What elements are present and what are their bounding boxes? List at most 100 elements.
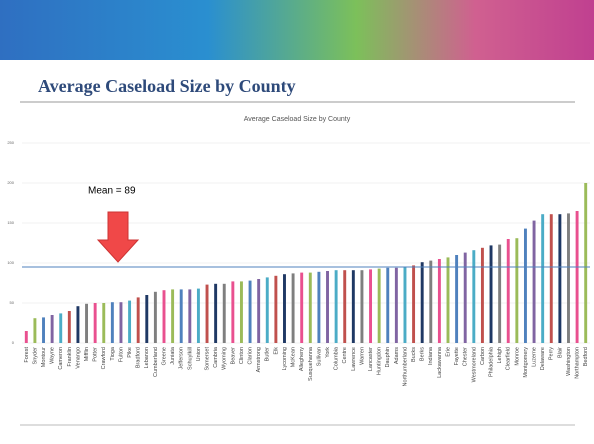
x-tick-label: Greene <box>161 347 167 365</box>
bar <box>360 270 364 343</box>
x-tick-label: Tioga <box>110 346 116 360</box>
bar <box>42 317 45 343</box>
x-tick-label: Clearfield <box>506 347 512 370</box>
x-tick-label: Cumberland <box>153 347 159 377</box>
x-tick-label: York <box>325 347 331 358</box>
bar <box>85 303 89 343</box>
bar <box>394 267 398 343</box>
x-tick-label: Carbon <box>480 347 486 365</box>
bar <box>171 289 175 343</box>
bar <box>369 269 373 343</box>
bar <box>291 273 295 343</box>
bar <box>248 280 252 343</box>
bar <box>549 214 553 343</box>
x-tick-label: Washington <box>566 347 572 376</box>
x-tick-label: Lycoming <box>282 347 288 370</box>
bar <box>351 270 355 343</box>
x-tick-label: Bedford <box>583 347 589 366</box>
x-tick-label: Monroe <box>514 347 520 366</box>
bar <box>283 274 286 343</box>
bar <box>205 284 209 343</box>
bar <box>179 289 183 343</box>
x-tick-label: Huntingdon <box>377 347 383 375</box>
x-tick-label: Potter <box>93 347 99 362</box>
x-tick-label: Berks <box>420 347 426 361</box>
bar <box>257 279 261 343</box>
x-tick-label: Dauphin <box>385 347 391 368</box>
x-tick-label: Elk <box>273 347 279 355</box>
x-tick-label: Adams <box>394 347 400 364</box>
y-tick-label: 50 <box>10 300 15 305</box>
x-tick-label: Centre <box>342 347 348 364</box>
x-tick-label: Bucks <box>411 347 417 362</box>
chart-title: Average Caseload Size by County <box>244 116 351 123</box>
x-tick-label: Perry <box>549 347 555 360</box>
bar <box>437 259 441 343</box>
x-tick-label: Erie <box>445 347 451 357</box>
y-tick-label: 0 <box>12 340 15 345</box>
x-tick-label: Warren <box>359 347 365 365</box>
x-tick-label: Fayette <box>454 347 460 365</box>
x-tick-label: Lebanon <box>144 347 150 368</box>
bar <box>558 214 562 343</box>
bar <box>136 297 140 343</box>
x-tick-label: Delaware <box>540 347 546 370</box>
bar <box>575 211 579 343</box>
bar <box>489 245 493 343</box>
bar <box>188 289 192 343</box>
x-tick-label: McKean <box>291 347 297 367</box>
x-tick-label: Pike <box>127 347 133 358</box>
bar <box>67 311 71 343</box>
bar <box>523 228 527 343</box>
y-tick-label: 100 <box>7 260 14 265</box>
bar <box>239 281 243 343</box>
x-tick-label: Juniata <box>170 346 176 365</box>
bar <box>515 238 519 343</box>
bar <box>446 257 450 343</box>
x-tick-label: Columbia <box>334 346 340 370</box>
x-tick-label: Union <box>196 347 202 361</box>
x-tick-label: Snyder <box>32 347 38 365</box>
bar <box>119 302 123 343</box>
x-tick-label: Somerset <box>204 347 210 371</box>
x-tick-label: Mifflin <box>84 347 90 361</box>
slide-title: Average Caseload Size by County <box>38 76 296 96</box>
x-tick-label: Clinton <box>239 347 245 364</box>
x-tick-label: Chester <box>463 347 469 366</box>
bar <box>33 318 37 343</box>
bar <box>420 262 424 343</box>
bar <box>386 267 390 343</box>
x-tick-label: Montgomery <box>523 347 529 378</box>
bar <box>567 213 570 343</box>
bar <box>472 250 476 343</box>
x-tick-label: Butler <box>265 347 271 362</box>
x-tick-label: Schuylkill <box>187 347 193 370</box>
banner <box>0 0 594 60</box>
bar <box>93 303 97 343</box>
bar <box>506 239 510 343</box>
bar <box>153 291 157 343</box>
bar <box>265 277 269 343</box>
x-tick-label: Blair <box>557 347 563 358</box>
x-tick-label: Westmoreland <box>471 347 477 382</box>
bar <box>326 271 329 343</box>
x-tick-label: Lawrence <box>351 347 357 371</box>
x-tick-label: Forest <box>24 347 30 363</box>
bar <box>24 331 28 343</box>
x-tick-label: Crawford <box>101 347 107 369</box>
x-tick-label: Cambria <box>213 346 219 368</box>
x-tick-label: Wayne <box>50 347 56 364</box>
x-tick-label: Jefferson <box>179 347 185 370</box>
x-tick-label: Franklin <box>67 347 73 367</box>
bar <box>128 300 132 343</box>
x-tick-label: Montour <box>41 347 47 367</box>
y-tick-label: 150 <box>7 220 14 225</box>
bar <box>498 244 502 343</box>
bar <box>300 272 304 343</box>
x-tick-label: Fulton <box>118 347 124 362</box>
bar <box>541 214 545 343</box>
x-tick-label: Cameron <box>58 347 64 370</box>
bar <box>377 268 381 343</box>
